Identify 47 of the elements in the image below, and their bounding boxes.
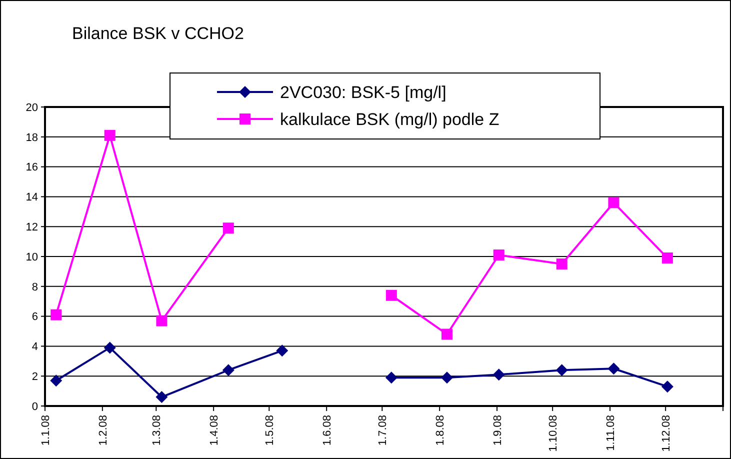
x-tick-label: 1.5.08 <box>264 415 276 446</box>
y-tick-label: 18 <box>26 132 38 144</box>
x-tick-label: 1.4.08 <box>208 415 220 446</box>
point <box>440 372 453 384</box>
point <box>50 309 62 320</box>
x-tick-label: 1.8.08 <box>434 415 446 446</box>
y-tick-label: 20 <box>26 102 38 114</box>
x-tick-label: 1.12.08 <box>660 415 672 452</box>
legend-label: kalkulace BSK (mg/l) podle Z <box>280 110 500 129</box>
point <box>50 374 62 387</box>
x-tick-label: 1.9.08 <box>492 415 504 446</box>
point <box>608 197 620 208</box>
y-tick-label: 8 <box>32 281 38 294</box>
point <box>104 130 116 141</box>
point <box>662 252 673 264</box>
x-tick-label: 1.11.08 <box>604 415 617 451</box>
y-tick-label: 16 <box>26 162 38 174</box>
point <box>556 364 568 376</box>
y-tick-label: 6 <box>32 311 38 324</box>
y-tick-label: 10 <box>26 251 38 264</box>
x-tick-label: 1.3.08 <box>151 415 163 446</box>
point <box>104 342 116 354</box>
point <box>156 315 168 326</box>
x-tick-label: 1.1.08 <box>40 415 52 446</box>
point <box>556 258 568 270</box>
point <box>222 364 234 376</box>
legend-label: 2VC030: BSK-5 [mg/l] <box>280 82 446 102</box>
point <box>276 344 288 357</box>
point <box>608 362 620 375</box>
chart-title: Bilance BSK v CCHO2 <box>72 24 244 43</box>
y-tick-label: 2 <box>32 370 38 383</box>
point <box>386 290 397 301</box>
point <box>222 222 234 234</box>
point <box>385 372 398 384</box>
y-tick-label: 0 <box>32 400 38 413</box>
point <box>492 368 505 381</box>
point <box>441 328 452 340</box>
x-tick-label: 1.2.08 <box>97 415 110 446</box>
y-tick-label: 4 <box>32 341 38 354</box>
x-tick-label: 1.10.08 <box>547 415 560 452</box>
point <box>661 380 674 393</box>
y-tick-label: 12 <box>26 221 38 234</box>
y-tick-label: 14 <box>26 192 38 204</box>
x-tick-label: 1.7.08 <box>377 415 389 446</box>
point <box>156 391 168 404</box>
point <box>493 250 504 261</box>
x-tick-label: 1.6.08 <box>321 415 334 446</box>
